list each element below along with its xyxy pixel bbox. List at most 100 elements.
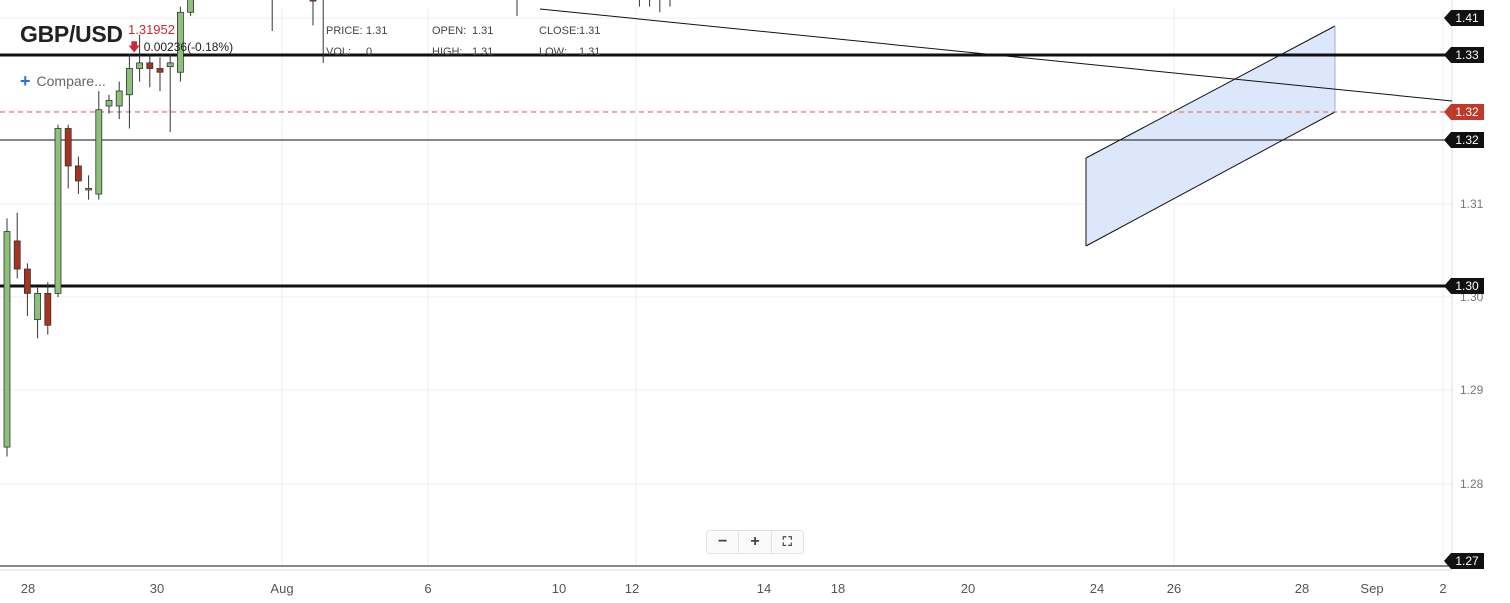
candle[interactable] [34,287,41,339]
candle[interactable] [636,0,642,7]
x-tick-label: 10 [552,581,566,596]
level-tag-bg [1444,278,1484,294]
x-tick-label: 28 [21,581,35,596]
candle[interactable] [64,124,72,189]
last-price: 1.31952 [128,22,175,37]
x-tick-label: 2 [1439,581,1446,596]
candle[interactable] [657,0,663,13]
current-price-tag[interactable]: 1.32 [1444,104,1484,120]
candle[interactable] [75,156,82,195]
candle-body-up [166,62,174,68]
candle[interactable] [54,124,62,298]
x-tick-label: 24 [1090,581,1104,596]
x-tick-label: 20 [961,581,975,596]
level-tag-label: 1.27 [1455,554,1479,568]
level-tag[interactable]: 1.33 [1444,47,1484,63]
channel-upper-line[interactable] [1085,25,1336,159]
candle-body-down [156,68,164,73]
y-tick-label: 1.29 [1460,383,1484,397]
candle-body-up [85,188,92,191]
candle[interactable] [176,6,184,82]
level-tag[interactable]: 1.27 [1444,553,1484,569]
price-change-value: 0.00236(-0.18%) [143,40,234,54]
candle-body-down [75,165,82,182]
stat-close: CLOSE:1.31 [539,25,600,37]
stat-open: OPEN: 1.31 [432,25,493,37]
level-tags: 1.41 1.33 1.32 1.32 1.30 1.27 [1444,10,1484,569]
candle[interactable] [667,0,673,7]
symbol-title[interactable]: GBP/USD [20,21,123,47]
candle[interactable] [136,34,144,82]
stat-price-value: 1.31 [366,25,388,37]
fullscreen-icon: ⛶ [782,534,792,549]
plus-icon: + [750,533,760,550]
x-tick-label: Sep [1360,581,1383,596]
candle-body-down [309,0,317,2]
candle[interactable] [647,0,653,7]
compare-button[interactable]: + Compare... [20,71,106,92]
level-tag-bg [1444,10,1484,26]
level-tag-bg [1444,553,1484,569]
candle[interactable] [156,57,164,91]
candle[interactable] [95,90,103,200]
candle[interactable] [514,0,520,17]
level-tag-label: 1.41 [1455,11,1479,25]
y-tick-label: 1.28 [1460,477,1484,491]
level-tag[interactable]: 1.30 [1444,278,1484,294]
candle-body-down [44,292,52,326]
candle[interactable] [126,53,133,129]
x-tick-label: 14 [757,581,771,596]
level-tag-bg [1444,47,1484,63]
stat-low: LOW: 1.31 [539,46,600,58]
candle-body-up [126,68,133,96]
candle[interactable] [105,94,113,114]
stat-vol-value: 0 [366,46,373,58]
level-tag[interactable]: 1.41 [1444,10,1484,26]
ascending-channel-fill[interactable] [1086,26,1335,246]
stat-price-label: PRICE: [326,25,363,37]
candle[interactable] [269,0,275,32]
stat-open-value: 1.31 [472,25,494,37]
candle-body-up [95,109,103,195]
candle-body-up [176,11,184,73]
candle[interactable] [146,53,154,88]
candle[interactable] [187,0,195,17]
candle[interactable] [115,81,123,120]
stat-price: PRICE: 1.31 [326,25,387,37]
level-tag-bg [1444,132,1484,148]
stat-high-value: 1.31 [472,46,494,58]
candle-body-down [146,62,154,69]
candle-body-up [115,90,123,107]
level-tag-label: 1.32 [1455,105,1479,119]
level-tag-label: 1.33 [1455,48,1479,62]
x-axis: 28 30 Aug 6 10 12 14 18 20 24 26 28 Sep 2 [21,581,1447,596]
candle[interactable] [23,263,31,316]
stat-high: HIGH: 1.31 [432,46,493,58]
stat-close-value: 1.31 [579,25,601,37]
candle-body-down [23,268,31,294]
candle-body-up [34,292,41,321]
candle-body-down [64,128,72,167]
plus-icon: + [20,71,31,91]
stat-vol: VOL: 0 [326,46,372,58]
stat-low-value: 1.31 [579,46,601,58]
level-tag-label: 1.32 [1455,133,1479,147]
level-tag[interactable]: 1.32 [1444,132,1484,148]
stat-low-label: LOW: [539,46,567,58]
candle[interactable] [3,218,11,457]
zoom-in-button[interactable]: + [738,531,770,553]
chart-header: GBP/USD 1.31952 🡇 0.00236(-0.18%) PRICE:… [0,0,1510,100]
candle[interactable] [44,282,52,335]
fullscreen-button[interactable]: ⛶ [770,531,803,553]
candle[interactable] [320,0,326,63]
candle[interactable] [13,212,21,279]
candle[interactable] [309,0,317,26]
zoom-out-button[interactable]: − [707,531,738,553]
level-tag-bg [1444,104,1484,120]
x-tick-label: 26 [1167,581,1181,596]
candle[interactable] [166,53,174,133]
channel-lower-line[interactable] [1085,111,1336,247]
candle[interactable] [85,175,92,200]
candle-body-up [3,231,11,448]
